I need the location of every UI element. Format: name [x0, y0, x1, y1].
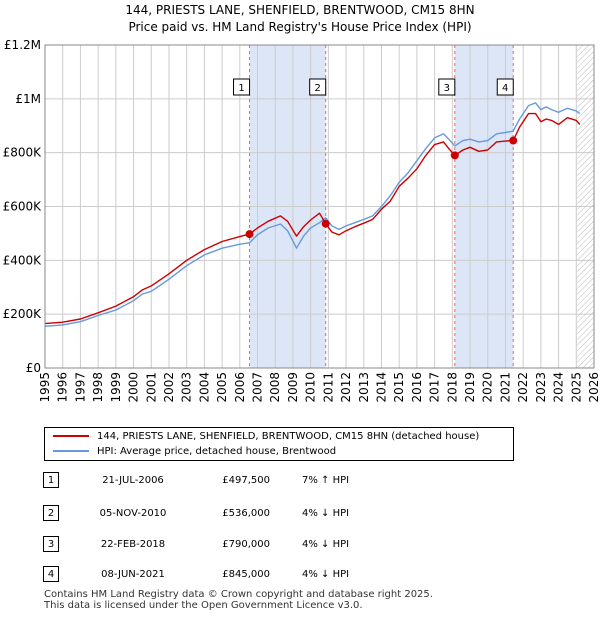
sale-hpi-change: 4% ↓ HPI: [302, 539, 350, 550]
sale-price: £790,000: [222, 539, 270, 550]
y-tick-label: £1.2M: [4, 38, 41, 52]
sale-price: £845,000: [222, 569, 270, 580]
x-tick-label: 2001: [144, 372, 158, 403]
footer-licence: This data is licensed under the Open Gov…: [44, 600, 363, 611]
x-tick-label: 2006: [233, 372, 247, 403]
x-tick-label: 1996: [56, 372, 70, 403]
x-tick-label: 2004: [197, 372, 211, 403]
x-tick-label: 2010: [304, 372, 318, 403]
sale-point-1: [245, 230, 254, 239]
sale-hpi-change: 4% ↓ HPI: [302, 508, 350, 519]
sale-date: 21-JUL-2006: [102, 475, 164, 486]
x-tick-label: 2014: [374, 372, 388, 403]
forecast-hatch: [577, 45, 594, 368]
sale-hpi-change: 7% ↑ HPI: [302, 475, 350, 486]
table-row: 2 05-NOV-2010 £536,000 4% ↓ HPI: [40, 505, 440, 523]
x-tick-label: 2017: [428, 372, 442, 403]
x-tick-label: 2002: [162, 372, 176, 403]
y-tick-label: £400K: [3, 253, 43, 267]
x-tick-label: 2008: [268, 372, 282, 403]
sale-date: 05-NOV-2010: [99, 508, 167, 519]
x-tick-label: 2005: [215, 372, 229, 403]
y-tick-label: £1M: [15, 92, 41, 106]
x-tick-label: 2024: [552, 372, 566, 403]
sale-number-badge: 3: [43, 536, 59, 552]
x-tick-label: 2019: [463, 372, 477, 403]
x-tick-label: 2025: [569, 372, 583, 403]
sale-date: 08-JUN-2021: [101, 569, 165, 580]
plot-frame: [44, 44, 595, 369]
x-tick-label: 2011: [321, 372, 335, 403]
x-tick-label: 1999: [109, 372, 123, 403]
x-tick-label: 2022: [516, 372, 530, 403]
table-row: 4 08-JUN-2021 £845,000 4% ↓ HPI: [40, 566, 440, 584]
x-tick-label: 2003: [180, 372, 194, 403]
series-line-hpi: [44, 102, 581, 327]
x-tick-label: 2026: [587, 372, 600, 403]
chart-title: 144, PRIESTS LANE, SHENFIELD, BRENTWOOD,…: [0, 2, 600, 36]
legend-item-property: 144, PRIESTS LANE, SHENFIELD, BRENTWOOD,…: [53, 429, 479, 445]
legend-label-property: 144, PRIESTS LANE, SHENFIELD, BRENTWOOD,…: [97, 431, 480, 442]
x-tick-label: 2018: [445, 372, 459, 403]
table-row: 3 22-FEB-2018 £790,000 4% ↓ HPI: [40, 536, 440, 554]
sale-marker-box-4: [496, 78, 514, 96]
sale-number-badge: 1: [43, 472, 59, 488]
sale-marker-label-3: 3: [444, 83, 450, 94]
sale-number-badge: 2: [43, 505, 59, 521]
sale-marker-label-4: 4: [502, 83, 508, 94]
sale-point-4: [509, 136, 518, 145]
sale-marker-box-3: [438, 78, 456, 96]
y-tick-label: £600K: [3, 200, 43, 214]
sale-marker-label-2: 2: [315, 83, 321, 94]
x-tick-label: 2013: [357, 372, 371, 403]
footer-copyright: Contains HM Land Registry data © Crown c…: [44, 589, 433, 600]
y-tick-label: £800K: [3, 146, 43, 160]
legend-swatch-property: [53, 435, 89, 437]
y-tick-label: £200K: [3, 307, 43, 321]
legend-label-hpi: HPI: Average price, detached house, Bren…: [97, 446, 337, 457]
sale-marker-box-2: [309, 78, 327, 96]
x-tick-label: 2020: [481, 372, 495, 403]
x-tick-label: 2023: [534, 372, 548, 403]
x-tick-label: 2000: [127, 372, 141, 403]
x-tick-label: 1997: [73, 372, 87, 403]
x-tick-label: 2015: [392, 372, 406, 403]
chart-title-line2: Price paid vs. HM Land Registry's House …: [128, 20, 472, 34]
x-tick-label: 2007: [251, 372, 265, 403]
table-row: 1 21-JUL-2006 £497,500 7% ↑ HPI: [40, 472, 440, 490]
x-tick-label: 2016: [410, 372, 424, 403]
x-tick-label: 2009: [286, 372, 300, 403]
x-tick-label: 1995: [38, 372, 52, 403]
footer-attribution: Contains HM Land Registry data © Crown c…: [44, 589, 433, 611]
sale-date: 22-FEB-2018: [100, 539, 166, 550]
sale-point-3: [450, 151, 459, 160]
series-line-property: [44, 112, 581, 325]
sale-marker-label-1: 1: [238, 83, 244, 94]
sale-hpi-change: 4% ↓ HPI: [302, 569, 350, 580]
chart-title-line1: 144, PRIESTS LANE, SHENFIELD, BRENTWOOD,…: [125, 3, 475, 17]
y-tick-label: £0: [26, 361, 41, 375]
x-tick-label: 2012: [339, 372, 353, 403]
sale-marker-box-1: [233, 78, 251, 96]
sale-number-badge: 4: [43, 566, 59, 582]
legend-swatch-hpi: [53, 450, 89, 452]
sale-point-2: [321, 219, 330, 228]
x-tick-label: 2021: [498, 372, 512, 403]
sale-price: £497,500: [222, 475, 270, 486]
sale-price: £536,000: [222, 508, 270, 519]
legend: 144, PRIESTS LANE, SHENFIELD, BRENTWOOD,…: [44, 427, 514, 461]
legend-item-hpi: HPI: Average price, detached house, Bren…: [53, 444, 336, 460]
x-tick-label: 1998: [91, 372, 105, 403]
